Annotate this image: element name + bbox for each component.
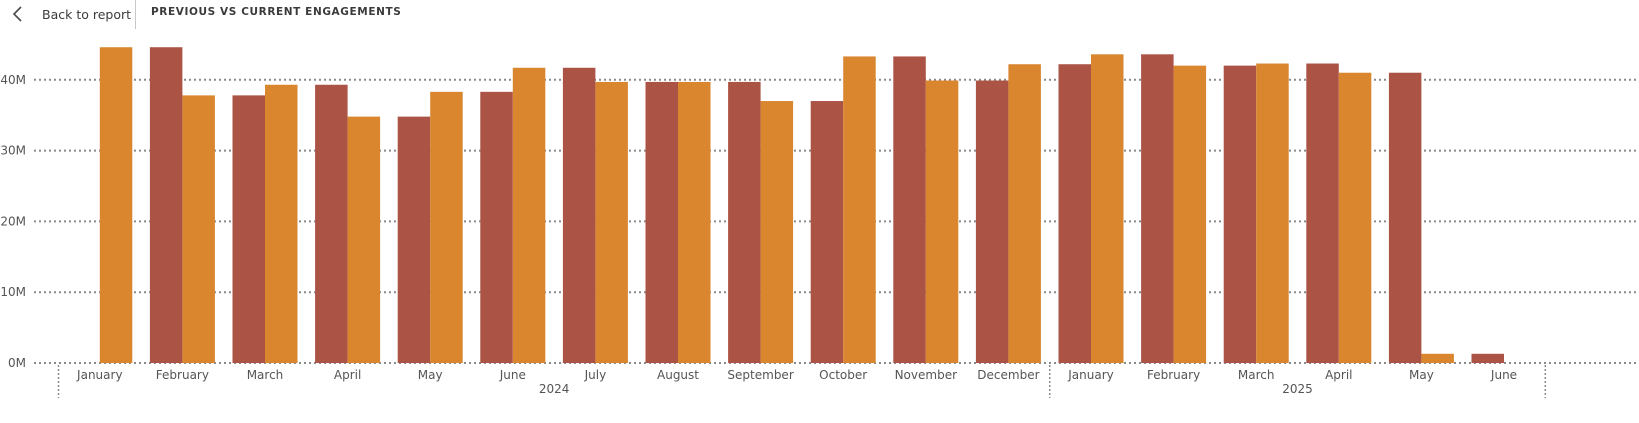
bar-previous	[810, 101, 844, 363]
bar-previous	[1141, 54, 1174, 363]
bar-previous	[1388, 72, 1422, 363]
x-tick-label: August	[657, 368, 699, 382]
bar-current	[512, 67, 546, 363]
back-to-report-label: Back to report	[42, 6, 132, 22]
x-tick-label: July	[584, 368, 607, 382]
bar-previous	[975, 80, 1009, 363]
bar-current	[347, 116, 381, 363]
x-tick-label: October	[819, 368, 867, 382]
bar-current	[1173, 65, 1207, 363]
y-tick-label: 40M	[0, 73, 26, 87]
x-tick-label: January	[76, 368, 123, 382]
chevron-left-icon	[10, 4, 26, 24]
x-tick-label: March	[1238, 368, 1275, 382]
bar-previous	[645, 81, 678, 363]
x-tick-label: February	[156, 368, 209, 382]
bar-current	[1421, 353, 1454, 363]
bar-current	[1008, 64, 1041, 363]
x-tick-label: December	[977, 368, 1039, 382]
x-tick-label: February	[1147, 368, 1200, 382]
x-tick-label: November	[895, 368, 957, 382]
page-title: PREVIOUS VS CURRENT ENGAGEMENTS	[151, 6, 402, 18]
x-tick-label: June	[1490, 368, 1517, 382]
year-label: 2024	[539, 382, 570, 396]
bar-previous	[397, 116, 431, 363]
bar-current	[678, 81, 711, 363]
bar-previous	[149, 47, 183, 364]
bar-current	[1091, 54, 1124, 363]
bar-current	[595, 81, 628, 363]
bar-previous	[1471, 353, 1504, 363]
bar-previous	[893, 56, 926, 363]
engagements-chart: 0M 10M 20M 30M 40M January February March April M…	[0, 47, 1639, 398]
x-tick-label: January	[1067, 368, 1114, 382]
y-tick-label: 30M	[0, 144, 26, 158]
bar-current	[925, 80, 959, 363]
y-tick-label: 10M	[0, 285, 26, 299]
x-tick-label: May	[1409, 368, 1434, 382]
bar-previous	[1223, 65, 1257, 363]
bar-current	[99, 47, 133, 364]
x-tick-label: April	[334, 368, 361, 382]
bar-current	[265, 84, 298, 364]
bar-previous	[480, 91, 513, 363]
bar-current	[430, 91, 463, 363]
x-tick-label: June	[499, 368, 526, 382]
x-tick-label: May	[418, 368, 443, 382]
bar-current	[760, 101, 794, 363]
bar-previous	[232, 95, 265, 363]
header-bar: Back to report PREVIOUS VS CURRENT ENGAG…	[0, 0, 1639, 30]
x-tick-label: March	[247, 368, 284, 382]
bar-previous	[562, 67, 596, 363]
x-tick-label: April	[1325, 368, 1352, 382]
x-tick-label: September	[727, 368, 793, 382]
y-tick-label: 0M	[8, 356, 26, 370]
bar-current	[1256, 63, 1289, 364]
header-divider	[135, 0, 136, 29]
year-label: 2025	[1282, 382, 1313, 396]
y-tick-label: 20M	[0, 214, 26, 228]
bar-previous	[315, 84, 348, 364]
bar-current	[843, 56, 876, 363]
bar-previous	[728, 81, 761, 363]
bar-previous	[1306, 63, 1339, 364]
bar-current	[182, 95, 215, 363]
bar-current	[1338, 72, 1372, 363]
back-to-report-button[interactable]: Back to report	[10, 2, 131, 26]
bar-previous	[1058, 64, 1091, 363]
